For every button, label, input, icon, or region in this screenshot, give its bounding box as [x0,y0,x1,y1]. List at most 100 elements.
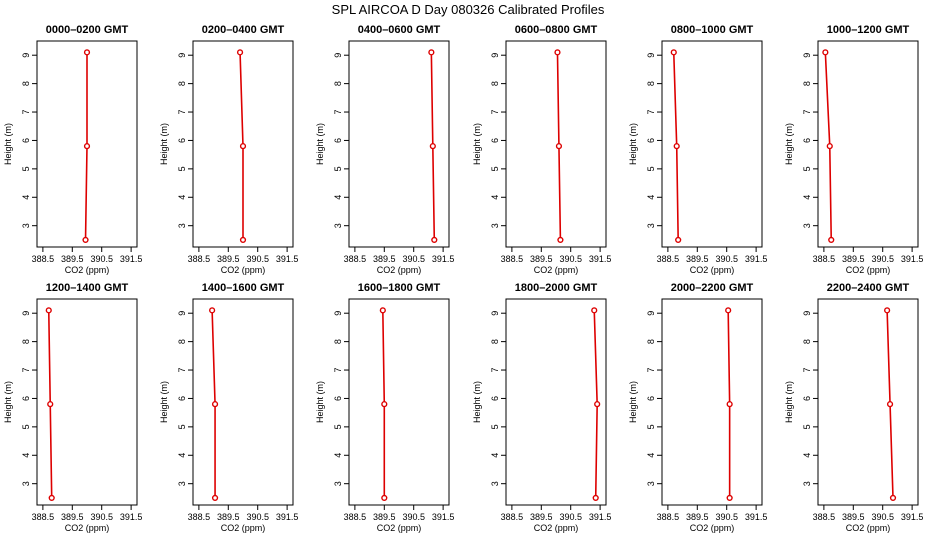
x-axis-label: CO2 (ppm) [846,523,891,533]
x-axis-label: CO2 (ppm) [65,523,110,533]
x-axis-label: CO2 (ppm) [846,265,891,275]
x-tick-label: 390.5 [402,254,425,264]
y-tick-label: 7 [177,110,187,115]
x-tick-label: 390.5 [559,512,582,522]
profile-panel: 1200–1400 GMT 388.5 389.5 390.5 391.5 CO2 (pp… [3,282,142,533]
x-tick-label: 390.5 [402,512,425,522]
data-point [47,401,54,408]
plot-frame [817,298,919,506]
profile-panel: 0800–1000 GMT 388.5 389.5 390.5 391.5 CO2 (pp… [628,24,767,275]
x-tick-label: 391.5 [276,254,299,264]
y-tick-label: 9 [490,53,500,58]
x-tick-label: 388.5 [188,512,211,522]
data-point [83,49,91,56]
panel-title: 1000–1200 GMT [827,24,910,36]
y-tick-label: 6 [333,138,343,143]
data-point [886,401,894,408]
y-tick-label: 4 [802,195,812,200]
y-tick-label: 6 [802,396,812,401]
x-tick-label: 390.5 [871,254,894,264]
y-tick-label: 7 [802,110,812,115]
x-tick-label: 388.5 [501,512,524,522]
panel-title: 1200–1400 GMT [46,282,129,294]
data-point [726,494,733,501]
panel-title: 0600–0800 GMT [515,24,598,36]
data-point [211,401,219,408]
data-point [822,49,829,56]
y-tick-label: 3 [646,223,656,228]
data-point [83,143,91,150]
y-tick-label: 8 [177,81,187,86]
y-tick-label: 5 [21,166,31,171]
y-tick-label: 3 [802,223,812,228]
y-tick-label: 3 [177,223,187,228]
x-tick-label: 390.5 [246,512,269,522]
y-tick-label: 9 [333,53,343,58]
x-tick-label: 389.5 [217,512,240,522]
panel-title: 2000–2200 GMT [671,282,754,294]
profile-panel: 1800–2000 GMT 388.5 389.5 390.5 391.5 CO2 (pp… [472,282,611,533]
y-tick-label: 9 [177,53,187,58]
x-tick-label: 391.5 [432,254,455,264]
data-point [555,143,563,150]
profile-panel: 0200–0400 GMT 388.5 389.5 390.5 391.5 CO2 (pp… [159,24,298,275]
x-tick-label: 388.5 [344,512,367,522]
profile-panel: 2200–2400 GMT 388.5 389.5 390.5 391.5 CO2 (pp… [784,282,923,533]
x-tick-label: 390.5 [90,254,113,264]
y-tick-label: 5 [646,424,656,429]
y-tick-label: 5 [333,424,343,429]
y-axis-label: Height (m) [628,381,638,423]
panel-title: 1600–1800 GMT [358,282,441,294]
profile-panel: 1000–1200 GMT 388.5 389.5 390.5 391.5 CO2 (pp… [784,24,923,275]
y-tick-label: 4 [21,195,31,200]
x-axis-label: CO2 (ppm) [690,265,735,275]
x-tick-label: 389.5 [530,254,553,264]
data-point [826,143,833,150]
y-tick-label: 9 [21,311,31,316]
y-tick-label: 7 [646,110,656,115]
y-tick-label: 4 [21,453,31,458]
data-point [557,236,564,243]
y-axis-label: Height (m) [784,123,794,165]
y-tick-label: 7 [646,368,656,373]
x-tick-label: 390.5 [559,254,582,264]
x-tick-label: 388.5 [32,512,55,522]
x-tick-label: 391.5 [589,512,612,522]
y-tick-label: 9 [333,311,343,316]
y-tick-label: 6 [490,396,500,401]
y-axis-label: Height (m) [159,381,169,423]
y-tick-label: 7 [802,368,812,373]
data-point [554,49,561,56]
y-tick-label: 5 [646,166,656,171]
data-point [828,236,835,243]
x-tick-label: 391.5 [120,254,143,264]
x-tick-label: 390.5 [871,512,894,522]
x-tick-label: 391.5 [745,254,768,264]
data-point [428,49,435,56]
x-tick-label: 389.5 [61,254,84,264]
x-tick-label: 391.5 [120,512,143,522]
y-tick-label: 8 [802,339,812,344]
y-tick-label: 4 [646,453,656,458]
x-tick-label: 391.5 [901,512,924,522]
data-point [673,143,680,150]
y-tick-label: 4 [333,453,343,458]
plot-frame [505,298,607,506]
y-tick-label: 4 [802,453,812,458]
y-tick-label: 5 [177,424,187,429]
panel-title: 0200–0400 GMT [202,24,285,36]
x-tick-label: 388.5 [344,254,367,264]
data-point [236,49,244,56]
x-tick-label: 388.5 [32,254,55,264]
profile-panel: 1600–1800 GMT 388.5 389.5 390.5 391.5 CO2 (pp… [315,282,454,533]
x-tick-label: 389.5 [842,254,865,264]
panel-title: 0400–0600 GMT [358,24,441,36]
x-tick-label: 389.5 [686,512,709,522]
x-axis-label: CO2 (ppm) [534,523,579,533]
x-tick-label: 388.5 [813,254,836,264]
panel-title: 0800–1000 GMT [671,24,754,36]
y-tick-label: 3 [490,223,500,228]
y-axis-label: Height (m) [159,123,169,165]
y-tick-label: 7 [490,368,500,373]
y-tick-label: 8 [333,339,343,344]
